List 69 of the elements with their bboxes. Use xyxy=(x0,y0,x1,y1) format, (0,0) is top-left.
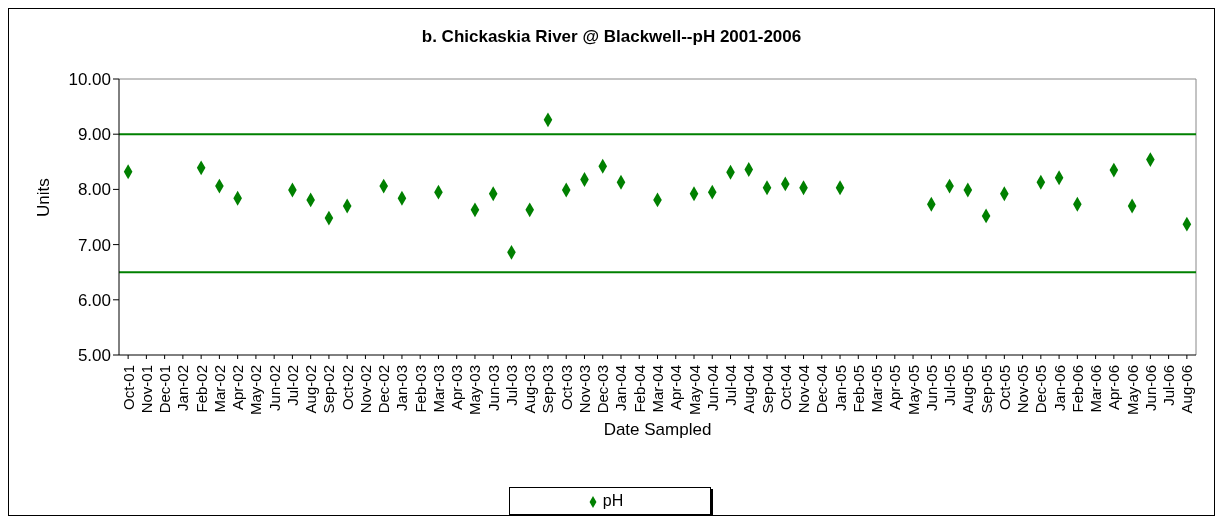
x-tick-label: Sep-03 xyxy=(539,365,557,414)
x-tick-label: Jun-06 xyxy=(1141,365,1159,411)
x-tick-label: Nov-01 xyxy=(137,365,155,414)
x-axis-title: Date Sampled xyxy=(603,420,712,439)
x-tick-label: Feb-06 xyxy=(1068,365,1086,413)
x-tick-label: Oct-02 xyxy=(338,365,356,411)
x-tick-label: Aug-04 xyxy=(740,365,758,414)
x-tick-label: Jul-05 xyxy=(941,365,959,406)
x-tick-label: Nov-02 xyxy=(356,365,374,414)
legend-label: pH xyxy=(602,492,624,509)
x-tick-label: Nov-05 xyxy=(1014,365,1032,414)
x-tick-label: Oct-01 xyxy=(119,365,137,411)
x-tick-label: Nov-04 xyxy=(795,365,813,414)
x-tick-label: Jan-03 xyxy=(393,365,411,411)
x-tick-label: Nov-03 xyxy=(575,365,593,414)
x-tick-label: Jul-03 xyxy=(502,365,520,406)
x-tick-label: Dec-04 xyxy=(813,365,831,414)
x-tick-label: Feb-02 xyxy=(192,365,210,413)
x-tick-label: Aug-03 xyxy=(521,365,539,414)
x-tick-label: Jan-06 xyxy=(1050,365,1068,411)
x-tick-label: May-03 xyxy=(466,365,484,416)
x-tick-label: May-02 xyxy=(247,365,265,416)
x-tick-label: Oct-04 xyxy=(776,365,794,411)
x-tick-label: Mar-05 xyxy=(868,365,886,413)
y-tick-label: 8.00 xyxy=(77,180,111,200)
x-tick-label: Jan-04 xyxy=(612,365,630,411)
x-tick-label: Apr-04 xyxy=(667,365,685,411)
x-tick-label: Jul-02 xyxy=(283,365,301,406)
x-tick-label: Apr-02 xyxy=(229,365,247,411)
y-tick-label: 10.00 xyxy=(68,70,111,90)
x-tick-label: Feb-04 xyxy=(630,365,648,413)
x-tick-label: Aug-05 xyxy=(959,365,977,414)
y-axis-title: Units xyxy=(34,178,54,217)
x-tick-label: Oct-03 xyxy=(557,365,575,411)
x-tick-label: Jan-02 xyxy=(174,365,192,411)
x-tick-label: Dec-02 xyxy=(375,365,393,414)
x-tick-label: May-06 xyxy=(1123,365,1141,416)
x-tick-label: Mar-04 xyxy=(649,365,666,413)
x-tick-label: May-04 xyxy=(685,365,703,416)
x-tick-label: Dec-03 xyxy=(594,365,612,414)
x-tick-label: Mar-06 xyxy=(1087,365,1105,413)
x-tick-label: Jun-05 xyxy=(922,365,940,411)
y-tick-label: 5.00 xyxy=(77,346,111,366)
x-tick-label: May-05 xyxy=(904,365,922,416)
x-tick-label: Sep-04 xyxy=(758,365,776,414)
x-tick-label: Jun-03 xyxy=(484,365,502,411)
y-tick-label: 6.00 xyxy=(77,290,111,310)
x-tick-label: Jul-04 xyxy=(722,365,740,406)
x-tick-label: Aug-02 xyxy=(302,365,320,414)
x-tick-label: Jul-06 xyxy=(1160,365,1178,406)
x-tick-label: Sep-02 xyxy=(320,365,338,414)
x-tick-label: Feb-03 xyxy=(411,365,429,413)
x-tick-label: Jan-05 xyxy=(831,365,849,411)
x-tick-label: Jun-04 xyxy=(703,365,721,411)
x-tick-label: Sep-05 xyxy=(977,365,995,414)
x-tick-label: Feb-05 xyxy=(849,365,867,413)
x-tick-label: Apr-05 xyxy=(886,365,904,411)
y-tick-label: 9.00 xyxy=(77,125,111,145)
x-tick-label: Mar-03 xyxy=(429,365,447,413)
x-tick-label: Apr-06 xyxy=(1105,365,1123,411)
x-tick-label: Oct-05 xyxy=(995,365,1013,411)
x-tick-label: Jun-02 xyxy=(265,365,283,411)
x-tick-label: Dec-05 xyxy=(1032,365,1050,414)
x-tick-label: Apr-03 xyxy=(448,365,466,411)
x-tick-label: Dec-01 xyxy=(156,365,174,414)
y-tick-label: 7.00 xyxy=(77,235,111,255)
x-tick-label: Mar-02 xyxy=(210,365,228,413)
chart-title: b. Chickaskia River @ Blackwell--pH 2001-2006 xyxy=(420,27,803,47)
x-tick-label: Aug-06 xyxy=(1178,365,1196,414)
